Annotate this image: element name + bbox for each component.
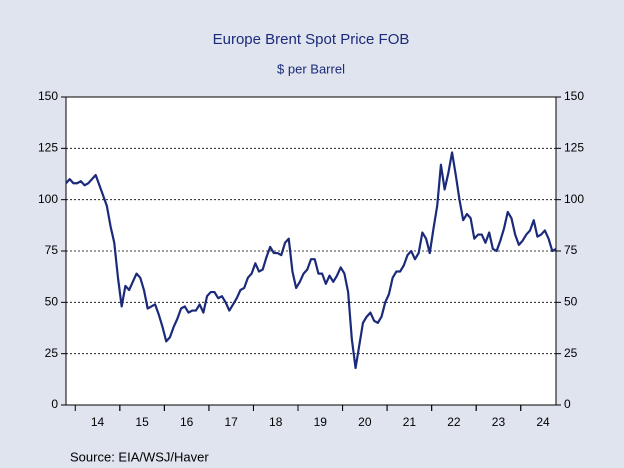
y2-tick-label: 150 [564,89,584,103]
y-tick-label: 75 [45,243,59,257]
chart-subtitle: $ per Barrel [277,61,345,76]
x-tick-label: 16 [180,415,194,429]
x-tick-label: 18 [269,415,283,429]
x-tick-label: 17 [225,415,239,429]
x-tick-label: 23 [492,415,506,429]
x-tick-label: 20 [358,415,372,429]
x-tick-label: 15 [135,415,149,429]
y-tick-label: 150 [38,89,58,103]
y2-tick-label: 100 [564,192,584,206]
y-tick-label: 125 [38,141,58,155]
y-tick-label: 0 [51,397,58,411]
x-tick-label: 24 [536,415,550,429]
x-tick-label: 14 [91,415,105,429]
y2-tick-label: 25 [564,346,578,360]
y-tick-label: 100 [38,192,58,206]
x-tick-label: 22 [447,415,461,429]
x-tick-label: 21 [403,415,417,429]
x-tick-label: 19 [314,415,328,429]
y-tick-label: 25 [45,346,59,360]
y2-tick-label: 125 [564,141,584,155]
price-line [65,151,557,370]
y-tick-label: 50 [45,295,59,309]
y2-tick-label: 0 [564,397,571,411]
source-note: Source: EIA/WSJ/Haver [70,449,209,464]
y2-tick-label: 50 [564,295,578,309]
chart-title: Europe Brent Spot Price FOB [213,31,410,48]
y2-tick-label: 75 [564,243,578,257]
